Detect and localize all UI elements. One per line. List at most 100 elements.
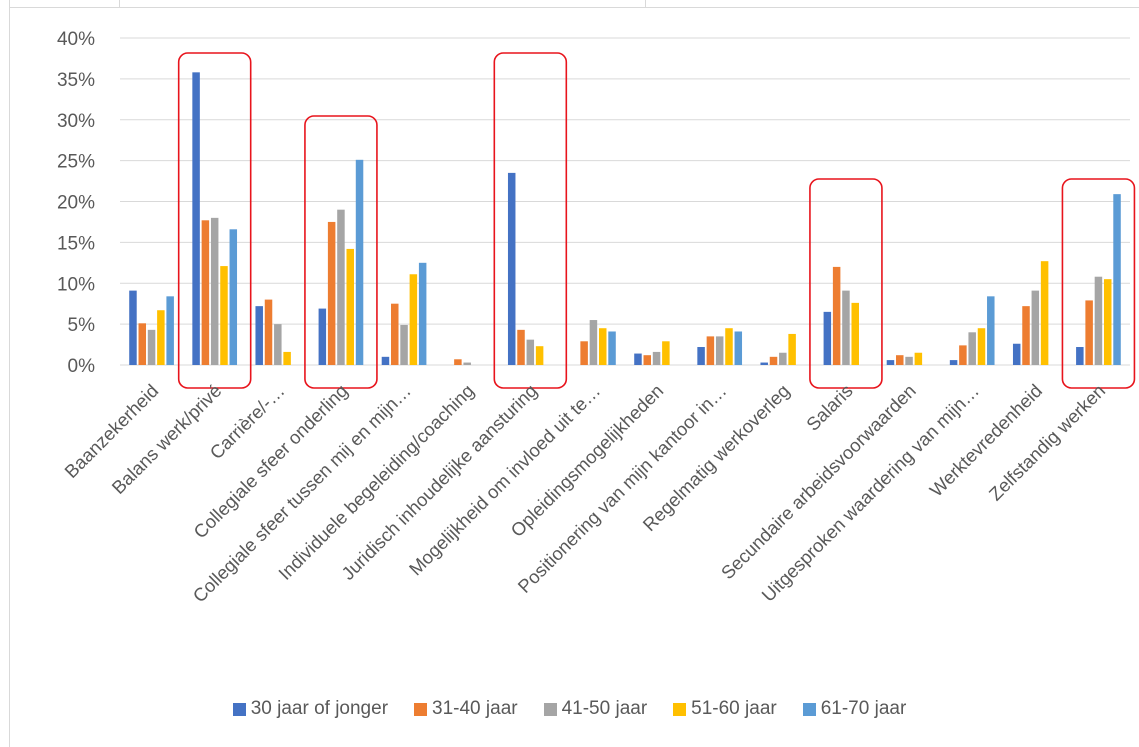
bar	[129, 290, 137, 365]
bar	[788, 333, 796, 365]
y-tick-label: 5%	[68, 315, 96, 336]
y-tick-label: 20%	[57, 193, 95, 214]
y-tick-label: 25%	[57, 152, 95, 173]
bar	[905, 356, 913, 365]
bar	[418, 262, 427, 365]
legend-swatch	[414, 702, 428, 716]
bar	[662, 341, 670, 365]
bar	[391, 303, 399, 365]
highlight-box	[177, 52, 252, 389]
bar	[1040, 261, 1049, 365]
highlight-box	[493, 52, 568, 389]
bar	[608, 331, 616, 365]
bar	[968, 332, 976, 365]
bar	[823, 311, 832, 365]
bar	[598, 328, 607, 365]
bar	[580, 341, 588, 365]
bar	[779, 352, 787, 365]
legend-item: 61-70 jaar	[802, 698, 907, 720]
bar	[914, 352, 923, 365]
bar	[896, 355, 904, 365]
bar-chart: 0% 5% 10% 15% 20% 25% 30% 35% 40% BaanzekerheidB…	[57, 29, 1136, 606]
legend-label: 51-60 jaar	[691, 698, 777, 719]
legend-label: 61-70 jaar	[820, 698, 907, 719]
bar	[1094, 276, 1103, 365]
bar	[210, 217, 219, 365]
x-tick-label: Balans werk/privé	[107, 380, 225, 498]
highlight-boxes	[177, 52, 1136, 389]
bar	[318, 308, 327, 365]
legend-swatch	[232, 702, 246, 716]
y-tick-label: 40%	[57, 29, 95, 50]
highlight-box	[1061, 178, 1136, 389]
bar	[842, 290, 850, 365]
bar	[264, 299, 273, 365]
frame-divider	[645, 0, 646, 7]
bar	[734, 331, 743, 365]
bar	[959, 345, 967, 365]
legend-label: 41-50 jaar	[561, 698, 648, 719]
highlight-box	[304, 115, 378, 389]
bar	[192, 72, 200, 366]
legend-item: 30 jaar of jonger	[232, 698, 389, 720]
bar	[463, 362, 471, 365]
bar	[138, 323, 147, 365]
legend-swatch	[802, 702, 816, 716]
y-tick-label: 10%	[57, 274, 95, 295]
legend-label: 30 jaar of jonger	[250, 698, 389, 719]
bar	[1031, 290, 1040, 365]
legend-item: 51-60 jaar	[673, 698, 777, 720]
bar	[1022, 306, 1030, 365]
bar	[346, 248, 354, 365]
bars	[129, 72, 1121, 366]
bar	[355, 159, 364, 365]
bar	[715, 336, 724, 365]
legend: 30 jaar of jonger 31-40 jaar 41-50 jaar 51-…	[0, 695, 1139, 723]
bar	[535, 346, 544, 365]
bar	[725, 328, 733, 365]
bar	[337, 209, 345, 365]
bar	[229, 229, 238, 365]
bar	[517, 329, 525, 365]
bar	[1012, 343, 1021, 365]
bar	[274, 324, 282, 365]
bar	[634, 353, 642, 365]
y-axis-tick-labels: 0% 5% 10% 15% 20% 25% 30% 35% 40%	[57, 29, 95, 377]
y-tick-label: 35%	[57, 70, 95, 91]
bar	[526, 339, 535, 365]
bar	[760, 362, 768, 365]
bar	[1103, 279, 1112, 365]
bar	[1085, 300, 1093, 365]
legend-item: 41-50 jaar	[543, 698, 648, 720]
bar	[507, 172, 516, 365]
y-tick-label: 15%	[57, 233, 95, 254]
bar	[255, 306, 263, 365]
bar	[987, 296, 995, 365]
bar	[400, 324, 408, 365]
legend-swatch	[543, 702, 557, 716]
x-tick-label: Werktevredenheid	[925, 380, 1046, 501]
bar	[166, 296, 174, 365]
highlight-box	[809, 178, 883, 389]
bar	[949, 360, 958, 365]
bar	[851, 302, 859, 365]
bar	[1113, 194, 1121, 365]
bar	[1076, 347, 1084, 365]
bar	[147, 329, 156, 365]
bar	[769, 356, 778, 365]
frame-border-left	[9, 0, 10, 747]
bar	[589, 320, 598, 365]
legend-label: 31-40 jaar	[432, 698, 518, 719]
y-tick-label: 0%	[68, 356, 96, 377]
frame-border-top	[9, 7, 1139, 8]
bar	[327, 221, 336, 365]
frame-divider	[119, 0, 120, 7]
bar	[886, 360, 895, 365]
bar	[381, 356, 390, 365]
legend-item: 31-40 jaar	[414, 698, 518, 720]
bar	[454, 359, 462, 365]
bar	[977, 328, 986, 365]
bar	[201, 220, 210, 365]
